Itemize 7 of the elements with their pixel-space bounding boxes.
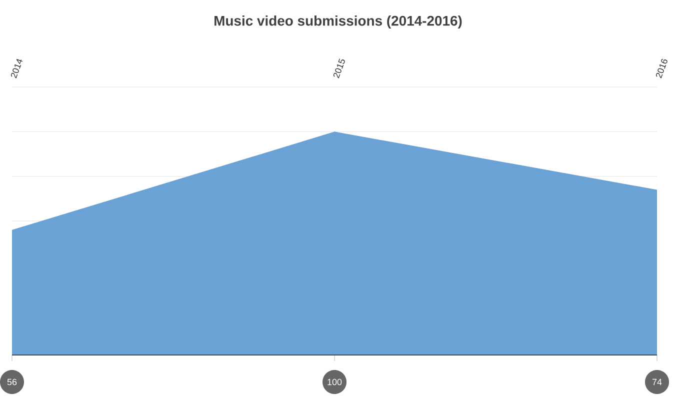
data-label: 100 — [328, 378, 342, 386]
x-tick-label: 2016 — [656, 58, 668, 78]
chart-title: Music video submissions (2014-2016) — [214, 15, 462, 28]
x-tick-label: 2015 — [333, 58, 345, 78]
data-label: 56 — [7, 378, 17, 386]
data-label: 74 — [652, 378, 662, 386]
x-tick-label: 2014 — [10, 58, 23, 78]
